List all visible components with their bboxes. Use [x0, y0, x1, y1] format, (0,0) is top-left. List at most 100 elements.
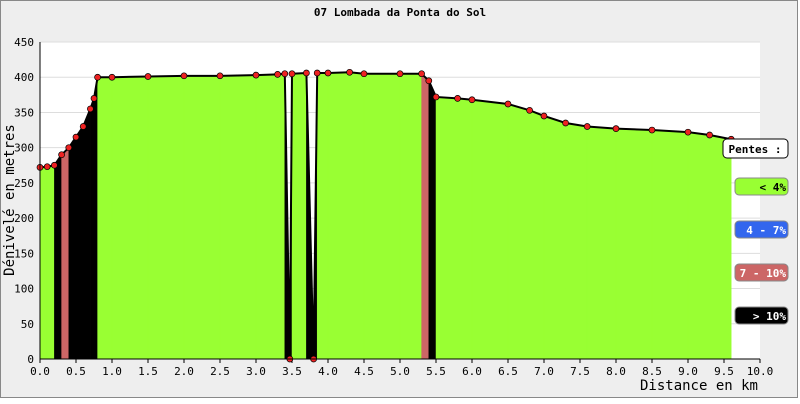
legend-swatch: [734, 263, 789, 282]
slope-segment: [709, 134, 732, 360]
slope-segment: [255, 74, 278, 360]
x-tick-label: 4.0: [318, 365, 338, 378]
x-tick-label: 6.5: [498, 365, 518, 378]
slope-segment: [399, 73, 422, 360]
x-tick-label: 0.5: [66, 365, 86, 378]
profile-point: [51, 161, 58, 169]
x-tick-label: 3.0: [246, 365, 266, 378]
profile-point: [562, 119, 569, 127]
profile-point: [72, 133, 80, 141]
profile-point: [313, 69, 321, 77]
profile-point: [425, 77, 433, 85]
x-tick-label: 7.0: [534, 365, 554, 378]
x-tick-label: 10.0: [747, 365, 774, 378]
slope-segment: [97, 76, 113, 360]
profile-point: [706, 131, 713, 139]
profile-point: [396, 70, 404, 78]
slope-segment: [615, 128, 653, 360]
legend-swatch: [734, 220, 789, 239]
slope-segment: [565, 122, 588, 360]
profile-point: [58, 151, 65, 159]
slope-segment: [82, 108, 91, 360]
slope-segment: [93, 77, 98, 360]
legend-swatch: [734, 306, 789, 325]
slope-segment: [291, 72, 307, 360]
x-tick-label: 8.0: [606, 365, 626, 378]
profile-point: [108, 73, 116, 81]
slope-segment: [421, 73, 430, 360]
chart-title: 07 Lombada da Ponta do Sol: [314, 6, 486, 19]
y-tick-label: 200: [14, 212, 34, 225]
profile-point: [90, 95, 98, 102]
profile-point: [684, 128, 692, 136]
x-tick-label: 7.5: [570, 365, 590, 378]
profile-point: [454, 95, 461, 102]
legend-label: > 10%: [753, 310, 786, 323]
x-tick-label: 1.5: [138, 365, 158, 378]
profile-point: [504, 100, 512, 108]
slope-segment: [586, 126, 617, 360]
slope-segment: [507, 103, 530, 360]
profile-point: [612, 125, 620, 132]
x-axis-label: Distance en km: [640, 378, 758, 394]
legend-label: < 4%: [760, 181, 787, 194]
legend-label: 7 - 10%: [740, 267, 787, 280]
x-tick-label: 5.0: [390, 365, 410, 378]
profile-point: [418, 70, 425, 78]
slope-segment: [219, 74, 257, 360]
profile-point: [540, 112, 548, 120]
profile-point: [281, 70, 289, 78]
y-tick-label: 0: [27, 353, 34, 366]
legend-title: Pentes :: [729, 143, 782, 156]
slope-segment: [147, 75, 185, 360]
profile-point: [274, 71, 281, 78]
slope-segment: [54, 153, 62, 360]
profile-point: [94, 73, 101, 81]
profile-point: [526, 106, 533, 114]
profile-point: [360, 70, 368, 78]
profile-point: [648, 126, 656, 134]
slope-segment: [183, 75, 221, 360]
x-tick-label: 1.0: [102, 365, 122, 378]
slope-segment: [435, 96, 458, 360]
slope-segment: [543, 115, 566, 360]
slope-segment: [363, 73, 401, 360]
legend-swatch: [734, 177, 789, 196]
y-tick-label: 350: [14, 106, 34, 119]
profile-point: [79, 123, 87, 130]
y-tick-label: 50: [21, 318, 34, 331]
slope-segment: [428, 80, 437, 360]
x-tick-label: 4.5: [354, 365, 374, 378]
x-tick-label: 3.5: [282, 365, 302, 378]
profile-point: [288, 70, 296, 78]
slope-segment: [39, 166, 48, 360]
slope-segment: [327, 72, 350, 360]
profile-point: [346, 68, 353, 76]
slope-segment: [651, 129, 689, 360]
slope-segment: [111, 76, 149, 360]
profile-point: [216, 72, 224, 80]
slope-segment: [68, 136, 77, 360]
profile-point: [468, 96, 476, 104]
y-tick-label: 100: [14, 283, 34, 296]
y-tick-label: 250: [14, 177, 34, 190]
slope-segment: [46, 164, 55, 360]
slope-segment: [316, 72, 329, 360]
slope-segment: [277, 73, 286, 360]
slope-segment: [471, 99, 509, 360]
x-tick-label: 2.0: [174, 365, 194, 378]
profile-point: [583, 123, 591, 130]
profile-point: [252, 71, 260, 79]
legend-title-box: [722, 138, 789, 159]
slope-segment: [75, 125, 84, 360]
profile-point: [432, 93, 440, 101]
y-tick-label: 400: [14, 71, 34, 84]
profile-point: [87, 105, 94, 113]
slope-segment: [529, 109, 545, 360]
x-tick-label: 9.0: [678, 365, 698, 378]
profile-point: [65, 144, 73, 152]
profile-point: [180, 72, 188, 80]
slope-segment: [90, 98, 95, 360]
x-tick-label: 0.0: [30, 365, 50, 378]
plot: 0 50 100 150 200 250 300 350 400 450 0.0 0.5 1.0 1.5 2…: [14, 36, 773, 378]
